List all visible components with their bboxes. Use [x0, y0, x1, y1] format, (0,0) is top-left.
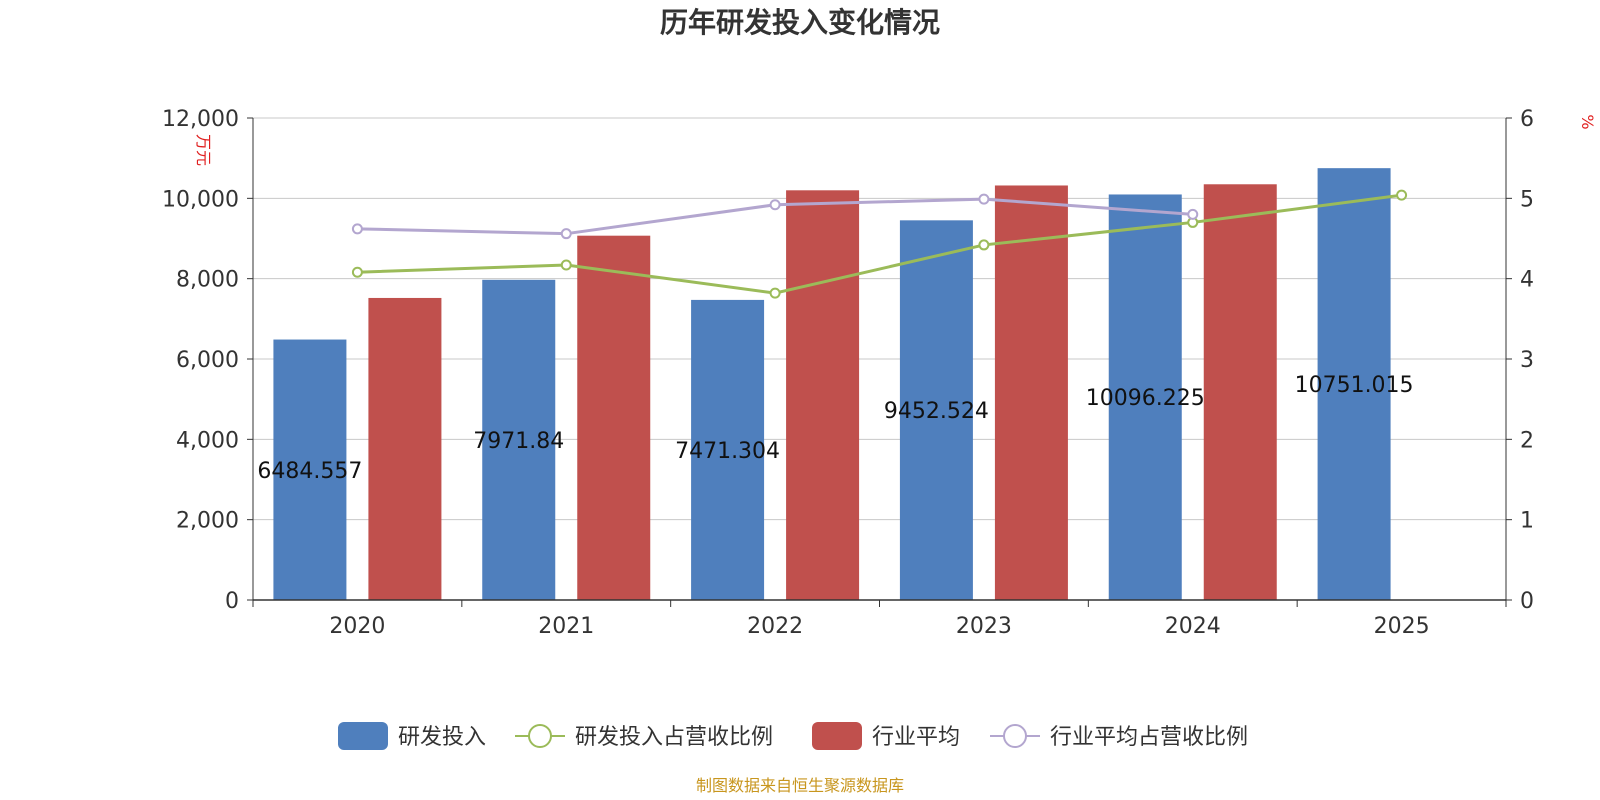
data-labels: 6484.557 7971.84 7471.304 9452.524 10096.225… [257, 373, 1413, 484]
line-point [560, 259, 572, 271]
x-tick-label: 2021 [538, 614, 594, 639]
line-point [560, 228, 572, 240]
legend-label: 研发投入 [398, 725, 486, 750]
legend-marker [1003, 724, 1027, 748]
y-left-tick-label: 8,000 [176, 268, 239, 293]
y-left-tick-label: 12,000 [162, 107, 239, 132]
x-tick-label: 2024 [1165, 614, 1221, 639]
y-left-unit: 万元 [194, 134, 213, 166]
lines [351, 189, 1408, 299]
bar [1317, 168, 1391, 601]
line-point [1187, 208, 1199, 220]
bar-value-label: 7971.84 [473, 429, 564, 454]
bar [691, 299, 765, 600]
bar [1108, 194, 1182, 600]
bar-value-label: 9452.524 [884, 399, 989, 424]
y-right-unit: % [1578, 114, 1597, 129]
bar [273, 339, 347, 600]
bar-value-label: 10751.015 [1295, 373, 1414, 398]
y-right-tick-label: 3 [1520, 348, 1534, 373]
y-left-tick-label: 4,000 [176, 428, 239, 453]
legend-label: 研发投入占营收比例 [575, 725, 773, 750]
y-right-tick-label: 4 [1520, 268, 1534, 293]
line-point [351, 223, 363, 235]
x-tick-label: 2020 [329, 614, 385, 639]
x-tick-label: 2022 [747, 614, 803, 639]
y-right-tick-label: 5 [1520, 187, 1534, 212]
y-right-tick-label: 6 [1520, 107, 1534, 132]
bar-value-label: 7471.304 [675, 439, 780, 464]
legend: 研发投入 研发投入占营收比例 行业平均 行业平均占营收比例 [338, 722, 1248, 750]
legend-marker [528, 724, 552, 748]
y-right-tick-label: 2 [1520, 428, 1534, 453]
bars [273, 168, 1391, 601]
legend-label: 行业平均 [872, 725, 960, 750]
y-right-tick-label: 1 [1520, 509, 1534, 534]
y-left-tick-label: 0 [225, 589, 239, 614]
bar [786, 190, 860, 601]
bar [368, 297, 442, 600]
bar [899, 220, 973, 601]
legend-swatch [338, 722, 388, 750]
chart-title: 历年研发投入变化情况 [660, 6, 940, 39]
legend-label: 行业平均占营收比例 [1050, 725, 1248, 750]
series-line [357, 193, 1402, 295]
y-left-tick-label: 6,000 [176, 348, 239, 373]
line-point [769, 287, 781, 299]
line-point [1396, 189, 1408, 201]
axes: 0 2,000 4,000 6,000 8,000 10,000 12,000 0 1 2 3 4 5 6… [162, 107, 1534, 639]
bar-value-label: 10096.225 [1086, 386, 1205, 411]
y-right-tick-label: 0 [1520, 589, 1534, 614]
bar [994, 185, 1068, 601]
y-left-tick-label: 10,000 [162, 187, 239, 212]
y-left-tick-label: 2,000 [176, 509, 239, 534]
line-point [978, 193, 990, 205]
line-point [351, 266, 363, 278]
bar-value-label: 6484.557 [257, 459, 362, 484]
bar [1203, 184, 1277, 600]
line-point [769, 199, 781, 211]
line-point [978, 239, 990, 251]
bar [577, 235, 651, 600]
x-tick-label: 2023 [956, 614, 1012, 639]
legend-swatch [812, 722, 862, 750]
bar [482, 279, 556, 600]
source-note: 制图数据来自恒生聚源数据库 [696, 776, 904, 795]
x-tick-label: 2025 [1374, 614, 1430, 639]
gridlines [253, 117, 1506, 521]
